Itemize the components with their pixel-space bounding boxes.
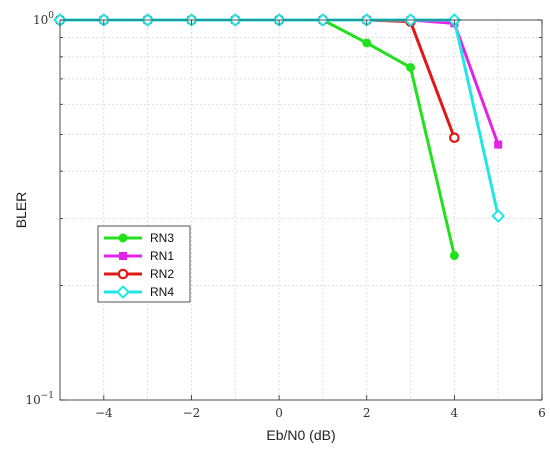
legend-box xyxy=(97,225,191,303)
x-tick-label: 0 xyxy=(275,406,283,420)
plot-area xyxy=(60,20,542,400)
legend-label: RN1 xyxy=(150,249,174,263)
x-tick-label: 2 xyxy=(363,406,371,420)
legend-item-rn2: RN2 xyxy=(104,267,174,281)
data-point xyxy=(449,251,459,261)
legend-item-rn4: RN4 xyxy=(104,285,174,299)
data-point xyxy=(116,285,130,299)
data-point xyxy=(449,132,460,144)
data-point xyxy=(119,252,127,260)
y-tick-label: 100 xyxy=(33,11,54,27)
x-tick-label: −4 xyxy=(95,406,113,420)
data-point xyxy=(406,62,416,72)
legend-label: RN3 xyxy=(150,231,174,245)
x-tick-label: −2 xyxy=(183,406,201,420)
x-tick-label: 6 xyxy=(538,406,546,420)
x-tick-label: 4 xyxy=(451,406,459,420)
legend-label: RN2 xyxy=(150,267,174,281)
data-point xyxy=(362,38,372,48)
y-axis-label: BLER xyxy=(13,192,29,229)
data-point xyxy=(118,233,128,243)
legend-label: RN4 xyxy=(150,285,174,299)
data-point xyxy=(117,268,129,280)
legend-item-rn3: RN3 xyxy=(104,231,174,245)
plot-frame xyxy=(59,19,543,401)
tick-layer: −4 −2 0 2 4 6 100 10−1 xyxy=(25,11,545,420)
legend-item-rn1: RN1 xyxy=(104,249,174,263)
data-point xyxy=(491,209,506,223)
legend: RN3 RN1 RN2 RN4 xyxy=(97,225,191,303)
data-point xyxy=(494,140,503,149)
x-axis-label: Eb/N0 (dB) xyxy=(266,427,335,443)
y-tick-label: 10−1 xyxy=(25,391,54,407)
